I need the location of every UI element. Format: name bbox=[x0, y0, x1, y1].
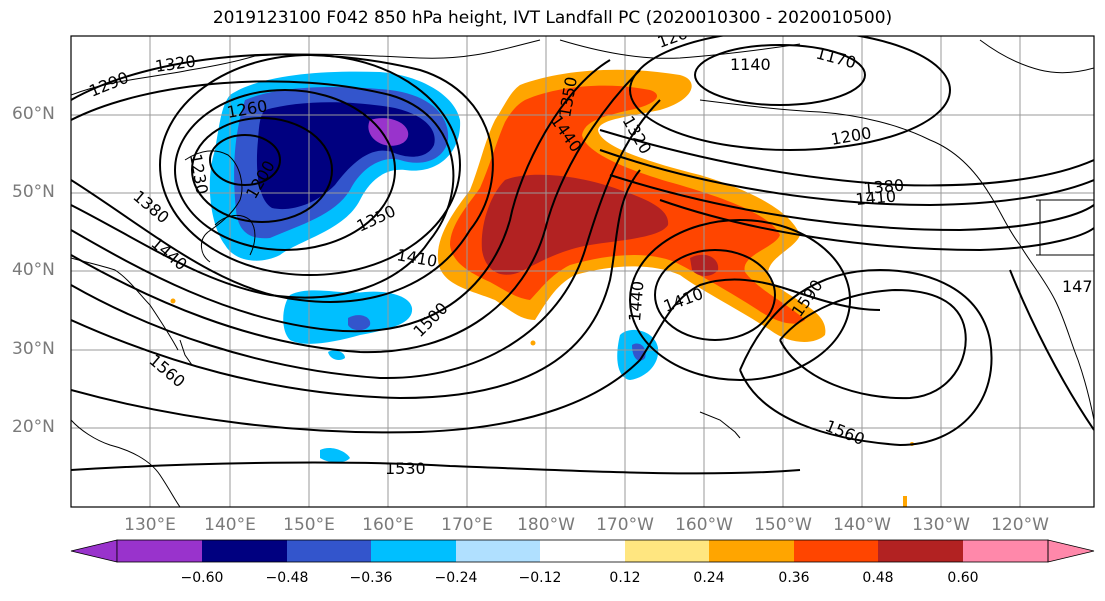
colorbar-bin bbox=[117, 540, 202, 562]
colorbar-bin bbox=[709, 540, 794, 562]
map-title: 2019123100 F042 850 hPa height, IVT Land… bbox=[212, 8, 893, 28]
lon-label: 160°W bbox=[675, 515, 733, 535]
lon-label: 140°E bbox=[204, 515, 256, 535]
colorbar-bin bbox=[287, 540, 371, 562]
colorbar-bin bbox=[794, 540, 878, 562]
lat-label-60n: 60°N bbox=[12, 104, 55, 124]
lon-label: 130°E bbox=[124, 515, 176, 535]
contour-label: 1350 bbox=[354, 201, 399, 235]
colorbar-bin bbox=[963, 540, 1048, 562]
colorbar-bin bbox=[878, 540, 963, 562]
colorbar-tick-label: −0.12 bbox=[518, 570, 562, 586]
contour-label: 1470 bbox=[1062, 277, 1103, 296]
lat-label-30n: 30°N bbox=[12, 339, 55, 359]
colorbar-bin bbox=[202, 540, 287, 562]
colorbar-tick-label: 0.48 bbox=[862, 570, 894, 586]
contour-label: 1440 bbox=[625, 280, 647, 322]
lon-label: 180°W bbox=[517, 515, 575, 535]
contour-label: 1560 bbox=[823, 416, 868, 449]
lat-label-50n: 50°N bbox=[12, 182, 55, 202]
contour-label: 1230 bbox=[186, 152, 212, 195]
contour-label: 1410 bbox=[855, 187, 897, 209]
contour-label: 1170 bbox=[814, 44, 858, 73]
lon-label: 160°E bbox=[362, 515, 414, 535]
colorbar-bin bbox=[625, 540, 709, 562]
colorbar-tick-label: −0.48 bbox=[265, 570, 309, 586]
colorbar-tick-label: −0.36 bbox=[349, 570, 393, 586]
colorbar-tick-label: 0.12 bbox=[609, 570, 641, 586]
contour-label: 1140 bbox=[730, 55, 771, 74]
contour-label: 1200 bbox=[829, 123, 872, 149]
colorbar-bin bbox=[456, 540, 540, 562]
lon-label: 170°E bbox=[441, 515, 493, 535]
map-frame bbox=[70, 35, 1095, 508]
colorbar bbox=[70, 539, 1095, 563]
contour-label: 1410 bbox=[661, 284, 706, 316]
lon-label: 170°W bbox=[596, 515, 654, 535]
colorbar-tick-label: 0.24 bbox=[693, 570, 725, 586]
contour-label: 1320 bbox=[154, 51, 197, 75]
lon-label: 130°W bbox=[912, 515, 970, 535]
colorbar-low-extend bbox=[70, 539, 118, 563]
contour-label: 1440 bbox=[147, 234, 190, 275]
colorbar-high-extend bbox=[1047, 539, 1095, 563]
height-contours bbox=[71, 36, 1094, 475]
contour-label: 1500 bbox=[409, 299, 451, 341]
colorbar-bin bbox=[540, 540, 625, 562]
colorbar-tick-label: 0.60 bbox=[947, 570, 979, 586]
lon-label: 150°W bbox=[754, 515, 812, 535]
colorbar-tick-label: −0.60 bbox=[180, 570, 224, 586]
colorbar-tick-label: 0.36 bbox=[778, 570, 810, 586]
contour-label: 1410 bbox=[395, 245, 438, 271]
lon-label: 140°W bbox=[833, 515, 891, 535]
lat-label-40n: 40°N bbox=[12, 260, 55, 280]
contour-label: 1530 bbox=[385, 459, 426, 478]
lon-label: 150°E bbox=[283, 515, 335, 535]
contour-label: 1380 bbox=[863, 176, 905, 198]
lat-label-20n: 20°N bbox=[12, 417, 55, 437]
colorbar-bin bbox=[371, 540, 456, 562]
colorbar-tick-label: −0.24 bbox=[434, 570, 478, 586]
contour-label: 1290 bbox=[86, 68, 131, 101]
lon-label: 120°W bbox=[991, 515, 1049, 535]
